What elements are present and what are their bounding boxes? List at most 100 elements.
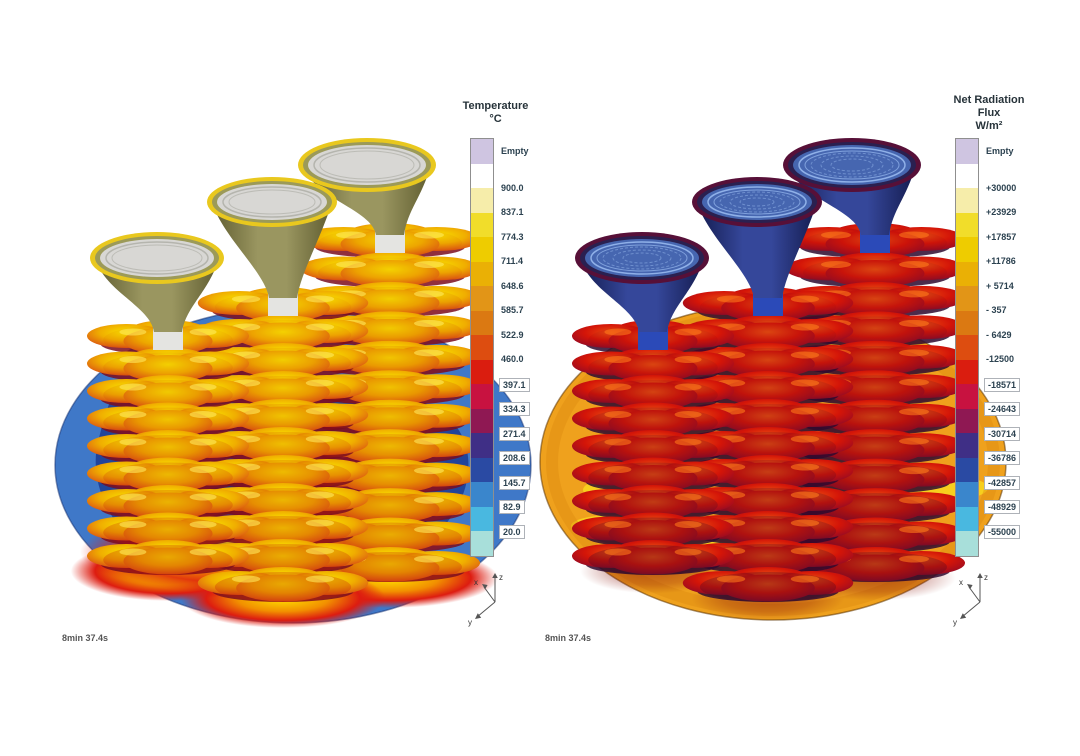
colorbar-tick-label: 837.1	[501, 207, 524, 217]
mold-disc	[123, 520, 213, 547]
colorbar-band	[471, 335, 493, 360]
colorbar-tick-label: 900.0	[501, 182, 524, 193]
colorbar-band	[471, 188, 493, 213]
colorbar-band	[956, 212, 978, 237]
mold-disc	[608, 465, 698, 492]
temperature-legend-title: Temperature °C	[462, 100, 529, 125]
colorbar-band	[956, 384, 978, 409]
mold-disc	[123, 382, 213, 410]
colorbar-band	[471, 286, 493, 311]
colorbar-band	[956, 359, 978, 384]
mold-disc	[608, 547, 698, 575]
colorbar-tick-label: 585.7	[501, 305, 524, 315]
mold-disc	[236, 490, 330, 518]
funnel-cone	[303, 165, 431, 235]
colorbar-band	[471, 384, 493, 409]
mold-disc	[236, 462, 330, 490]
colorbar-tick-label: 460.0	[501, 354, 524, 364]
radiation-flux-3d-render: z x y	[539, 138, 1007, 628]
simulation-time-left: 8min 37.4s	[62, 633, 109, 643]
mold-disc	[608, 410, 698, 437]
axis-label-x: x	[474, 578, 478, 587]
colorbar-tick-label: + 5714	[986, 280, 1014, 291]
mold-disc	[236, 574, 330, 602]
colorbar-band	[956, 163, 978, 188]
mold-disc	[721, 546, 815, 574]
mold-disc	[608, 355, 698, 382]
mold-disc	[825, 554, 925, 582]
mold-disc	[123, 437, 213, 465]
mold-disc	[721, 406, 815, 434]
mold-disc	[721, 322, 815, 350]
mold-disc	[825, 259, 925, 287]
colorbar-band	[956, 261, 978, 286]
colorbar-band	[956, 531, 978, 556]
colorbar-tick-label: 145.7	[499, 475, 530, 490]
mold-disc	[721, 490, 815, 518]
mold-disc	[721, 378, 815, 406]
colorbar-tick-label: 711.4	[501, 256, 524, 266]
temperature-colorbar: Empty 900.0 837.1 774.3 711.4 648.6 585.7 522.9…	[470, 138, 530, 557]
colorbar-band	[956, 139, 978, 164]
mold-disc	[236, 434, 330, 462]
colorbar-tick-label: - 6429	[986, 329, 1012, 340]
colorbar-band	[471, 408, 493, 433]
radiation-colorbar: Empty +30000 +23929 +17857 +11786 + 5714 - 357…	[955, 138, 1021, 557]
casting-tree-3	[572, 232, 734, 575]
mold-disc	[721, 518, 815, 546]
colorbar-band	[956, 482, 978, 507]
mold-disc	[340, 318, 440, 346]
mold-disc	[236, 350, 330, 378]
mold-disc	[123, 355, 213, 382]
mold-disc	[721, 462, 815, 490]
colorbar-band	[956, 310, 978, 335]
mold-disc	[825, 289, 925, 317]
colorbar-band	[956, 237, 978, 262]
colorbar-tick-label: -36786	[984, 451, 1021, 465]
colorbar-tick-label: 648.6	[501, 280, 524, 291]
funnel-cone	[212, 202, 332, 298]
mold-disc	[123, 492, 213, 520]
colorbar-tick-label: 82.9	[499, 500, 525, 514]
colorbar-tick-label: +30000	[986, 182, 1017, 193]
mold-disc	[123, 410, 213, 437]
mold-disc	[721, 350, 815, 378]
mold-disc	[123, 547, 213, 575]
mold-disc	[608, 382, 698, 410]
colorbar-tick-label: -12500	[986, 354, 1015, 364]
mold-disc	[608, 492, 698, 520]
mold-disc	[608, 437, 698, 465]
colorbar-band	[471, 163, 493, 188]
colorbar-band	[956, 286, 978, 311]
colorbar-tick-label: 208.6	[499, 451, 530, 465]
mold-disc	[236, 322, 330, 350]
colorbar-band	[956, 408, 978, 433]
axis-label-y: y	[468, 618, 472, 627]
colorbar-tick-label: -30714	[984, 426, 1021, 441]
colorbar-band	[471, 506, 493, 531]
colorbar-band	[471, 482, 493, 507]
colorbar-band	[956, 188, 978, 213]
radiation-legend-title: Net Radiation Flux W/m²	[953, 94, 1025, 132]
funnel-cone	[697, 202, 817, 298]
colorbar-tick-label: +17857	[986, 231, 1017, 242]
colorbar-band	[956, 433, 978, 458]
colorbar-tick-label: 397.1	[499, 377, 530, 392]
orientation-axes: z x y	[468, 573, 503, 627]
colorbar-band	[471, 359, 493, 384]
mold-disc	[340, 525, 440, 553]
axis-label-x: x	[959, 578, 963, 587]
colorbar-tick-label: Empty	[986, 146, 1014, 157]
axis-label-z: z	[499, 573, 503, 582]
colorbar-tick-label: -42857	[984, 475, 1021, 490]
funnel-interior	[308, 145, 426, 185]
colorbar-tick-label: -48929	[984, 500, 1021, 514]
orientation-axes: z x y	[953, 573, 988, 627]
axis-label-y: y	[953, 618, 957, 627]
colorbar-tick-label: +23929	[986, 207, 1017, 217]
colorbar-band	[956, 335, 978, 360]
mold-disc	[340, 259, 440, 287]
mold-disc	[825, 318, 925, 346]
funnel-cone	[580, 258, 704, 332]
